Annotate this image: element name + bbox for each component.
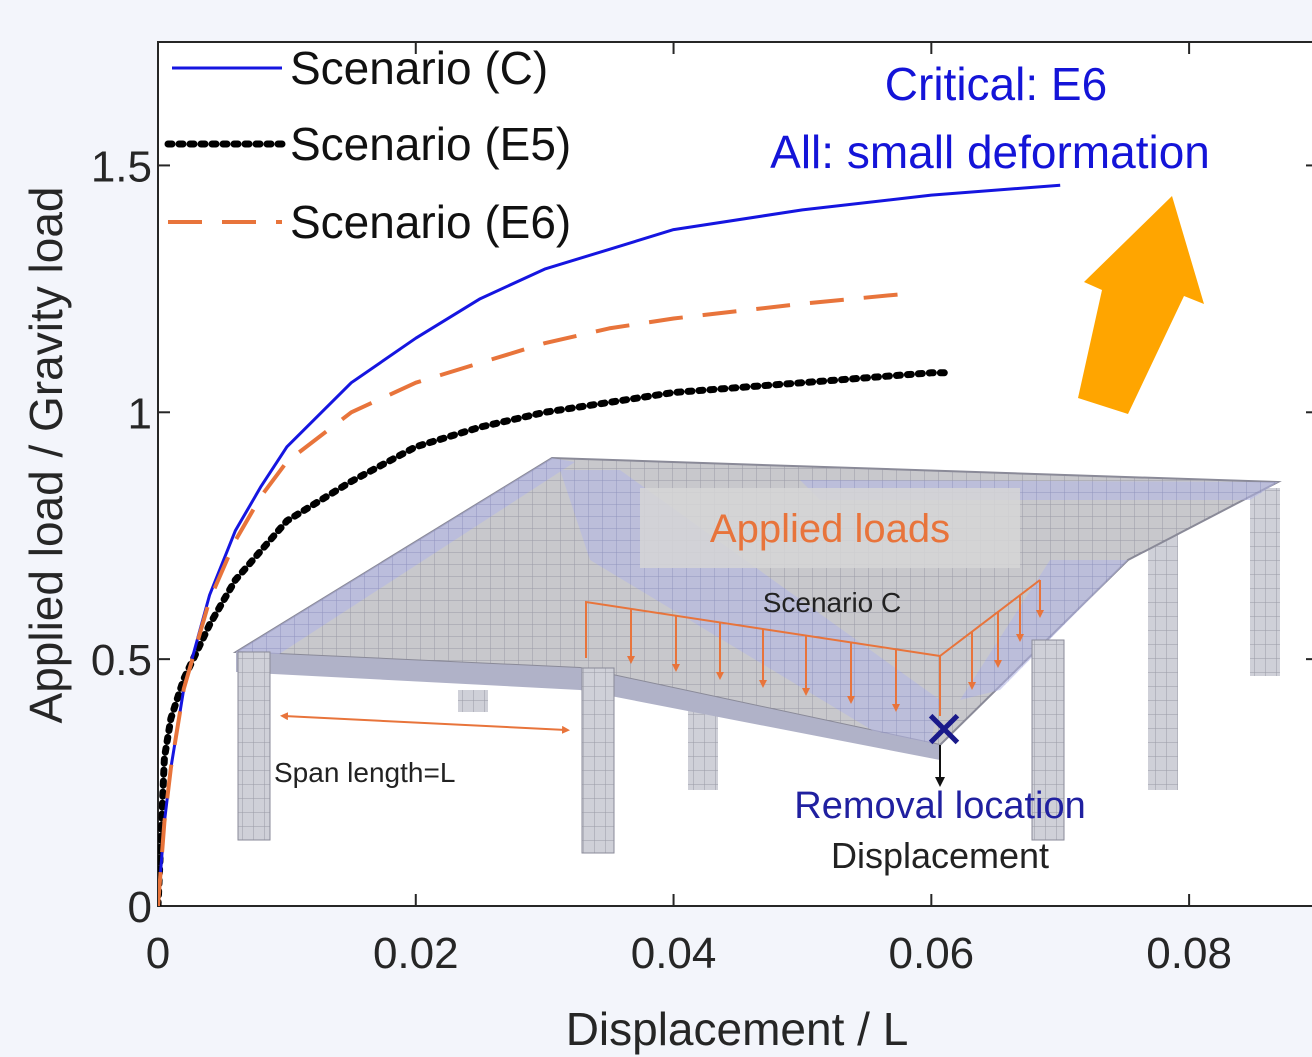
column — [237, 651, 271, 841]
x-axis-label: Displacement / L — [566, 1003, 909, 1055]
series-line-scenario-e6 — [158, 291, 906, 906]
load-bracket — [939, 579, 1041, 657]
annotation-displacement: Displacement — [831, 835, 1049, 876]
column — [1250, 488, 1280, 676]
column — [1031, 639, 1065, 841]
x-tick-label: 0.02 — [373, 929, 459, 978]
x-tick-label: 0.06 — [889, 929, 975, 978]
removal-marker: ✕ — [922, 701, 966, 761]
legend-label-e5: Scenario (E5) — [290, 118, 571, 170]
series-line-scenario-e5 — [158, 369, 955, 906]
legend-label-e6: Scenario (E6) — [290, 196, 571, 248]
x-tick-label: 0.04 — [631, 929, 717, 978]
column — [458, 690, 488, 712]
axes-box — [157, 41, 1312, 907]
x-tick-label: 0.08 — [1146, 929, 1232, 978]
legend: Scenario (C) Scenario (E5) Scenario (E6) — [164, 42, 571, 248]
x-tick-label: 0 — [146, 929, 170, 978]
slab-band — [960, 560, 1128, 700]
annotation-scenario-c: Scenario C — [763, 587, 902, 618]
applied-load-arrows — [280, 579, 1044, 734]
slab-band — [236, 458, 575, 660]
annotation-removal-location: Removal location — [794, 785, 1085, 827]
slab-edge — [236, 652, 940, 760]
annotation-span-length: Span length=L — [274, 757, 455, 788]
annotation-all: All: small deformation — [770, 126, 1210, 178]
up-arrow — [1078, 196, 1204, 414]
structure-illustration — [232, 456, 1282, 854]
y-tick-label: 1 — [128, 389, 152, 438]
column — [581, 667, 615, 854]
span-arrow — [280, 712, 570, 734]
y-tick-label: 0.5 — [91, 636, 152, 685]
y-tick-label: 1.5 — [91, 142, 152, 191]
y-tick-label: 0 — [128, 883, 152, 932]
annotation-applied-loads: Applied loads — [710, 507, 950, 551]
legend-label-c: Scenario (C) — [290, 42, 548, 94]
y-axis-label: Applied load / Gravity load — [20, 187, 72, 724]
column — [1148, 520, 1178, 790]
label-background — [640, 488, 1020, 568]
annotation-critical: Critical: E6 — [885, 58, 1107, 110]
